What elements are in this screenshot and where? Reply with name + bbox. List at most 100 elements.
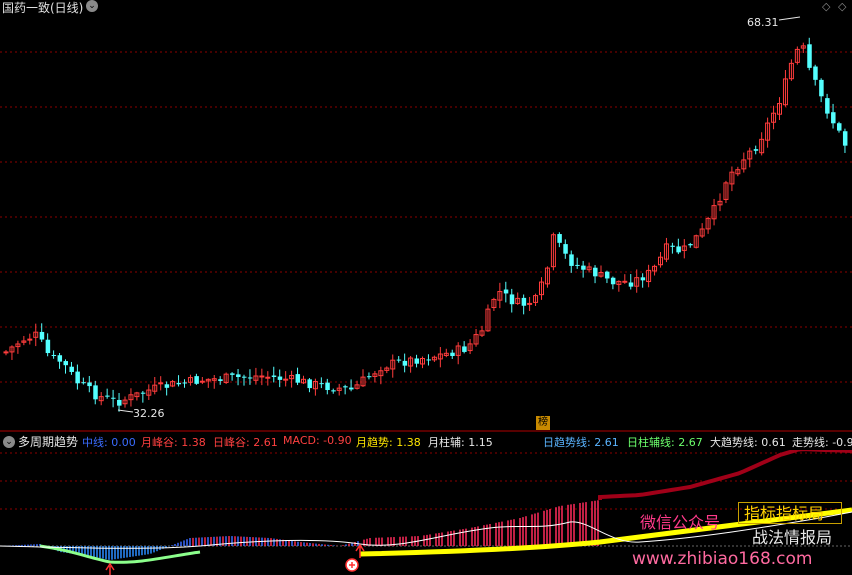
candle-body (182, 382, 187, 384)
indicator-item-label: 月峰谷: (141, 436, 178, 449)
candle-body (533, 295, 539, 303)
candle-body (158, 382, 164, 385)
indicator-item-value: -0.9 (828, 436, 852, 449)
candle-body (711, 205, 717, 220)
indicator-item-label: 中线: (82, 436, 108, 449)
candle-body (497, 291, 503, 301)
indicator-item-value: 0.00 (107, 436, 136, 449)
rank-badge[interactable]: 榜 (536, 416, 550, 430)
trend-envelope-line (598, 450, 852, 500)
diamond-icon-left[interactable]: ◇ (822, 0, 831, 13)
indicator-item-label: 月趋势: (356, 436, 393, 449)
candle-body (307, 379, 312, 389)
candle-body (277, 376, 283, 380)
candle-body (586, 266, 592, 271)
candle-body (134, 392, 140, 398)
candle-body (777, 103, 782, 115)
candle-body (414, 358, 420, 364)
candle-body (628, 282, 634, 287)
high-price-label: 68.31 (747, 16, 779, 29)
candle-body (372, 373, 378, 377)
stock-title[interactable]: 国药一致(日线) (2, 1, 84, 15)
candle-body (759, 138, 765, 154)
candle-body (688, 244, 693, 246)
candle-body (723, 182, 729, 200)
candle-body (45, 339, 51, 354)
candle-body (236, 374, 241, 377)
indicator-item: 中线: 0.00 (82, 434, 136, 450)
candle-body (735, 169, 741, 175)
indicator-item-label: 日柱辅线: (627, 436, 675, 449)
candle-body (420, 357, 425, 365)
candle-body (794, 48, 800, 63)
diamond-icon-right[interactable]: ◇ (838, 0, 847, 13)
candle-body (402, 360, 408, 366)
indicator-item-label: 大趋势线: (710, 436, 758, 449)
candle-body (223, 373, 229, 383)
candle-body (271, 375, 277, 377)
candle-body (87, 382, 92, 387)
candle-body (819, 79, 824, 97)
candle-body (544, 267, 550, 285)
chevron-down-icon[interactable]: ⌄ (86, 0, 98, 12)
candle-body (634, 277, 640, 287)
candle-body (782, 78, 788, 106)
candle-body (117, 399, 122, 406)
indicator-item: 日趋势线: 2.61 (543, 434, 619, 450)
watermark-url: www.zhibiao168.com (632, 549, 813, 569)
candle-body (187, 377, 193, 383)
candle-body (705, 218, 711, 230)
candle-body (765, 122, 771, 141)
candle-body (265, 376, 271, 379)
candle-body (3, 351, 9, 354)
candle-body (57, 355, 63, 362)
candle-body (593, 267, 598, 277)
candle-body (557, 234, 562, 243)
candle-body (467, 343, 473, 352)
candle-body (63, 361, 68, 366)
candle-body (194, 376, 199, 384)
candle-body (652, 265, 658, 272)
low-price-label: 32.26 (133, 407, 165, 420)
candlestick-chart[interactable]: 68.31 32.26 (0, 0, 852, 432)
candle-body (259, 375, 265, 378)
indicator-item: 大趋势线: 0.61 (710, 434, 786, 450)
indicator-name[interactable]: 多周期趋势 (18, 435, 79, 449)
candle-body (170, 381, 176, 387)
candle-body (93, 385, 98, 400)
indicator-item-value: 1.15 (464, 436, 493, 449)
candle-body (455, 345, 461, 356)
candle-body (319, 383, 324, 385)
indicator-item: 月趋势: 1.38 (356, 434, 421, 450)
indicator-item-label: 日峰谷: (213, 436, 250, 449)
candle-body (681, 245, 687, 251)
candle-body (81, 382, 86, 384)
candle-body (15, 343, 21, 348)
candle-body (813, 66, 818, 80)
indicator-item: 日峰谷: 2.61 (213, 434, 278, 450)
candle-body (336, 387, 342, 391)
candle-body (325, 382, 330, 391)
candle-body (616, 280, 622, 285)
candle-body (699, 228, 705, 237)
candle-body (450, 352, 455, 357)
monthly-trend-line (359, 507, 852, 557)
candle-body (747, 150, 753, 160)
indicator-chart[interactable] (0, 450, 852, 575)
candle-body (295, 374, 301, 383)
candle-body (837, 123, 842, 131)
candle-body (253, 375, 259, 381)
candle-body (788, 62, 794, 80)
indicator-item-label: 月柱辅: (428, 436, 465, 449)
candle-body (521, 297, 527, 306)
candle-body (503, 289, 509, 294)
candle-body (176, 382, 182, 385)
candle-body (384, 367, 390, 371)
indicator-dropdown-icon[interactable]: ⌄ (3, 436, 15, 448)
candle-body (658, 256, 663, 266)
high-price-marker (778, 16, 801, 21)
indicator-item-value: 2.67 (674, 436, 703, 449)
watermark-box (738, 502, 842, 524)
daily-aux-line (39, 544, 201, 564)
candle-body (111, 397, 116, 399)
